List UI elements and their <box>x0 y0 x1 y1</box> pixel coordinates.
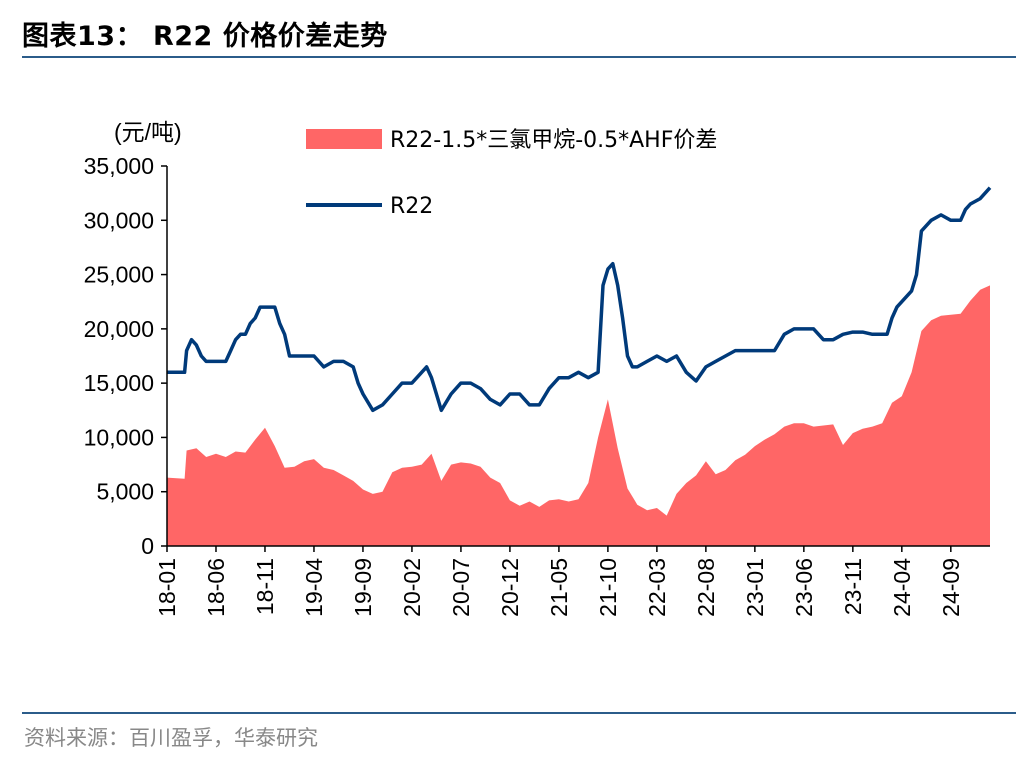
legend-swatch-spread <box>306 129 382 149</box>
x-tick-label: 22-08 <box>693 558 719 617</box>
x-tick-label: 21-05 <box>546 558 572 617</box>
x-tick-label: 23-01 <box>742 558 768 617</box>
x-tick-label: 20-12 <box>497 558 523 617</box>
x-tick-label: 23-11 <box>840 558 866 615</box>
footer-divider <box>22 712 1016 714</box>
y-tick-label: 10,000 <box>84 424 154 450</box>
source-note: 资料来源：百川盈孚，华泰研究 <box>24 726 318 750</box>
x-tick-label: 19-09 <box>350 558 376 617</box>
r22-line-layer <box>167 186 992 413</box>
legend-label-spread: R22-1.5*三氯甲烷-0.5*AHF价差 <box>390 128 717 153</box>
x-tick-label: 18-11 <box>252 558 278 615</box>
spread-area <box>167 285 990 546</box>
x-tick-label: 24-04 <box>889 558 915 617</box>
x-tick-label: 18-01 <box>154 558 180 617</box>
x-tick-label: 20-07 <box>448 558 474 617</box>
y-tick-label: 20,000 <box>84 316 154 342</box>
x-tick-label: 19-04 <box>301 558 327 617</box>
y-axis-label: (元/吨) <box>114 119 182 145</box>
y-tick-label: 30,000 <box>84 207 154 233</box>
title-divider <box>22 56 1016 58</box>
legend-label-r22: R22 <box>390 194 433 219</box>
legend: R22-1.5*三氯甲烷-0.5*AHF价差 R22 <box>306 128 717 219</box>
y-tick-label: 0 <box>141 533 154 559</box>
y-tick-label: 5,000 <box>96 479 154 505</box>
chart-title: 图表13： R22 价格价差走势 <box>22 21 388 52</box>
x-tick-label: 22-03 <box>644 558 670 617</box>
axes: 0 5,000 10,000 15,000 20,000 25,000 30,000 35,0… <box>84 153 990 617</box>
x-tick-label: 23-06 <box>791 558 817 617</box>
y-tick-label: 35,000 <box>84 153 154 179</box>
y-tick-label: 25,000 <box>84 262 154 288</box>
chart: (元/吨) 0 5,000 10,000 15,000 20,000 25,000 30,0… <box>84 119 992 617</box>
r22-line <box>167 186 992 413</box>
x-tick-label: 18-06 <box>203 558 229 617</box>
x-tick-label: 24-09 <box>938 558 964 617</box>
y-tick-label: 15,000 <box>84 370 154 396</box>
x-tick-label: 21-10 <box>595 558 621 617</box>
spread-area-layer <box>167 285 990 546</box>
x-tick-label: 20-02 <box>399 558 425 617</box>
